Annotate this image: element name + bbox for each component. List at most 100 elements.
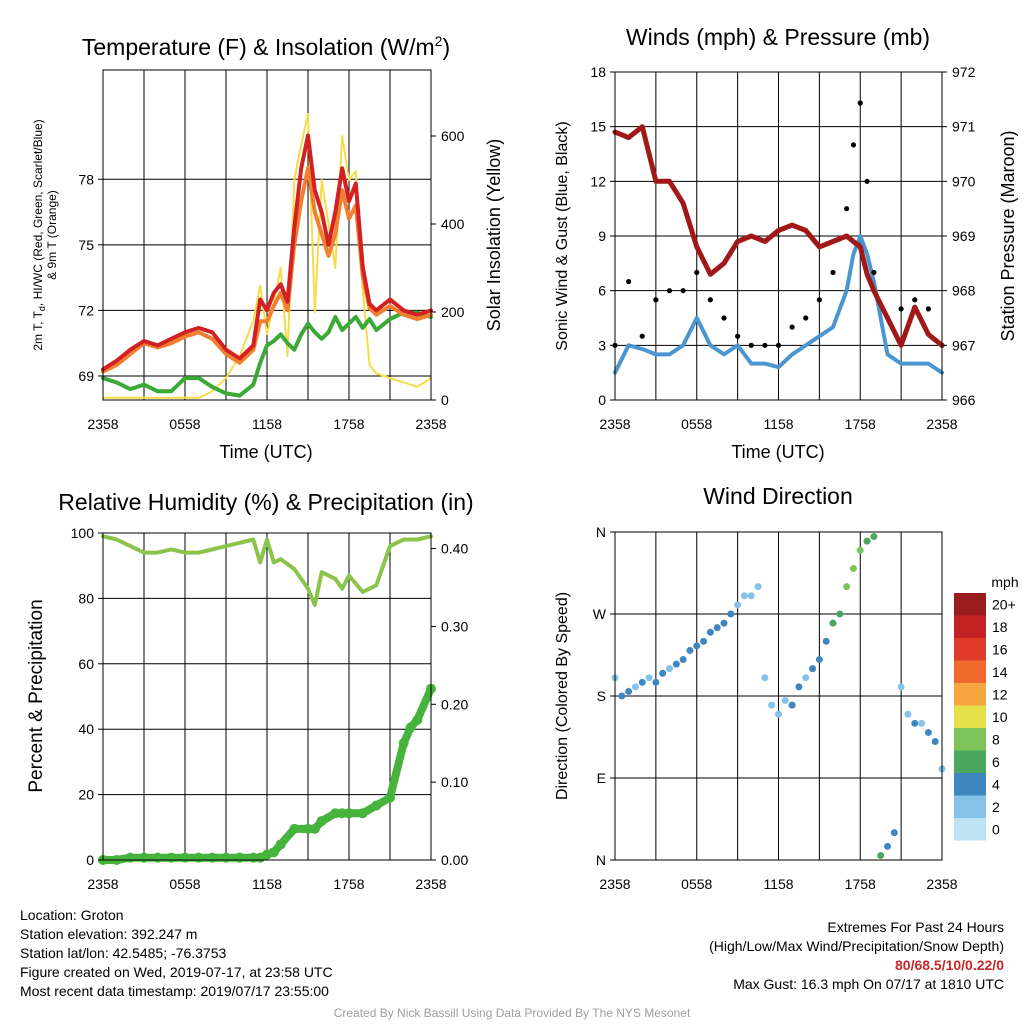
- credit-line: Created By Nick Bassill Using Data Provi…: [333, 1006, 691, 1020]
- rh-plot-frame: [102, 532, 432, 861]
- figure-created: Figure created on Wed, 2019-07-17, at 23…: [20, 964, 333, 980]
- speed-legend-label: 6: [992, 754, 1000, 770]
- direction-point: [659, 669, 667, 677]
- speed-legend-label: 8: [992, 731, 1000, 747]
- y-tick-label: 60: [78, 656, 94, 672]
- temp-ylabel-right: Solar Insolation (Yellow): [484, 139, 504, 331]
- x-tick-label: 0558: [169, 876, 200, 892]
- direction-point: [795, 683, 803, 691]
- gust-point: [680, 288, 686, 294]
- y-tick-label: 80: [78, 590, 94, 606]
- direction-point: [849, 564, 857, 572]
- x-tick-label: 0558: [681, 416, 712, 432]
- temp-title: Temperature (F) & Insolation (W/m2): [82, 33, 450, 60]
- y-tick-label: 72: [78, 302, 94, 318]
- gust-point: [653, 297, 659, 303]
- x-tick-label: 1158: [252, 416, 282, 432]
- precip-point: [385, 792, 395, 803]
- gust-point: [816, 297, 822, 303]
- direction-point: [652, 678, 660, 686]
- gust-point: [844, 206, 850, 212]
- pressure-line: [612, 124, 945, 348]
- y2-tick-label: 400: [441, 216, 465, 232]
- direction-point: [686, 646, 694, 654]
- direction-point: [829, 619, 837, 627]
- precip-point: [193, 852, 204, 863]
- rh-series: [98, 534, 436, 865]
- x-tick-label: 1158: [763, 876, 793, 892]
- gust-point: [721, 315, 727, 321]
- precip-point: [357, 808, 368, 819]
- temp-xlabel: Time (UTC): [219, 442, 312, 462]
- gust-point: [694, 269, 700, 276]
- y2-tick-label: 0.10: [441, 774, 468, 790]
- x-tick-label: 1758: [845, 876, 876, 892]
- temp-ticks: 2358 0558 1158 1758 2358 69 72 75 78 0 200 400 600: [78, 128, 464, 432]
- gust-point: [803, 315, 809, 321]
- y-tick-label: S: [597, 688, 606, 704]
- rh-ticks: 2358 0558 1158 1758 2358 0 20 40 60 80 100 0.00 0.10…: [71, 525, 469, 892]
- precip-point: [289, 823, 300, 834]
- dir-panel: Wind Direction 2358 0558 1158 1758 2358 N E S W N…: [554, 483, 1019, 892]
- precip-point: [344, 808, 354, 819]
- x-tick-label: 1158: [763, 416, 793, 432]
- direction-point: [740, 592, 748, 600]
- direction-point: [727, 610, 735, 618]
- rh-line: [101, 534, 433, 607]
- direction-point: [747, 592, 755, 600]
- temp-plot-frame: [102, 69, 432, 401]
- speed-legend-swatch: [954, 638, 986, 661]
- direction-point: [768, 701, 776, 709]
- speed-legend-swatch: [954, 660, 986, 683]
- speed-legend-swatch: [954, 593, 986, 616]
- direction-point: [918, 719, 926, 727]
- gust-point: [775, 342, 782, 348]
- direction-point: [700, 637, 708, 645]
- x-tick-label: 2358: [926, 416, 957, 432]
- precip-point: [234, 852, 245, 863]
- direction-point: [775, 710, 782, 718]
- dir-series: [611, 533, 946, 859]
- precip-point: [268, 847, 279, 858]
- temp-ylabel-line2: & 9m T (Orange): [45, 190, 59, 280]
- wind-ticks: 2358 0558 1158 1758 2358 0 3 6 9 12 15 18 966 967 968 9…: [590, 64, 975, 432]
- precip-point: [152, 852, 163, 863]
- speed-legend-label: 12: [992, 686, 1008, 702]
- y2-tick-label: 0: [441, 392, 449, 408]
- direction-point: [931, 738, 939, 746]
- speed-legend-swatch: [954, 773, 986, 796]
- temp-panel: Temperature (F) & Insolation (W/m2) 2358…: [31, 33, 504, 462]
- y-tick-label: 100: [71, 525, 95, 541]
- speed-legend-swatch: [954, 615, 986, 638]
- x-tick-label: 2358: [87, 416, 118, 432]
- gust-point: [864, 178, 870, 184]
- direction-point: [843, 583, 851, 591]
- gust-point: [626, 278, 632, 285]
- x-tick-label: 2358: [87, 876, 118, 892]
- temp-series: [101, 113, 433, 399]
- direction-point: [877, 851, 885, 859]
- gust-point: [912, 297, 918, 303]
- y-tick-label: N: [596, 524, 606, 540]
- direction-point: [734, 601, 742, 609]
- precip-point: [221, 852, 231, 863]
- precip-point: [412, 714, 423, 725]
- direction-point: [672, 660, 680, 668]
- gust-point: [925, 306, 931, 312]
- gust-point: [830, 269, 836, 276]
- x-tick-label: 0558: [681, 876, 712, 892]
- direction-point: [788, 701, 796, 709]
- direction-point: [645, 674, 653, 682]
- x-tick-label: 0558: [169, 416, 200, 432]
- wind-series: [612, 100, 945, 375]
- y-tick-label: 40: [78, 721, 94, 737]
- direction-point: [625, 687, 633, 695]
- y-tick-label: 6: [598, 283, 606, 299]
- direction-point: [781, 697, 789, 705]
- dir-ylabel-left: Direction (Colored By Speed): [554, 592, 571, 800]
- y-tick-label: W: [593, 606, 607, 622]
- x-tick-label: 1158: [252, 876, 282, 892]
- extremes-block: Extremes For Past 24 Hours (High/Low/Max…: [709, 918, 1004, 994]
- speed-legend-label: 18: [992, 619, 1008, 635]
- direction-point: [802, 674, 810, 682]
